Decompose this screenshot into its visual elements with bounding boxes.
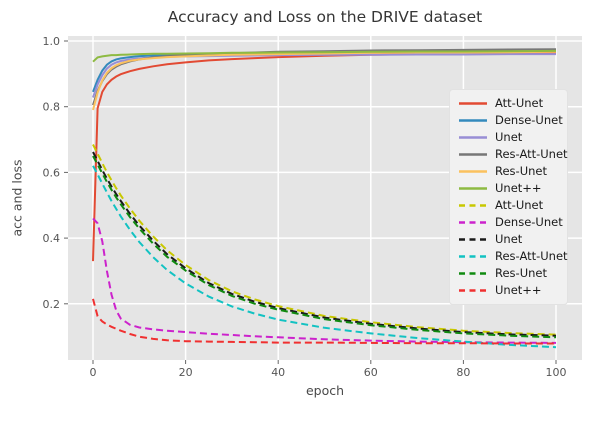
series-line-unetpp-accuracy	[92, 49, 557, 63]
legend-item-res-unet-accuracy: Res-Unet	[450, 163, 567, 180]
legend-item-unet-loss: Unet	[450, 231, 567, 248]
y-tick-label: 0.8	[43, 101, 61, 114]
series-line-unetpp-loss	[92, 298, 556, 345]
y-tick-label: 0.6	[43, 166, 61, 179]
legend-label: Att-Unet	[495, 96, 544, 110]
legend-line-sample	[459, 272, 487, 275]
x-axis-label: epoch	[305, 383, 345, 398]
legend-line-sample	[459, 289, 487, 292]
legend-item-att-unet-loss: Att-Unet	[450, 197, 567, 214]
legend-line-sample	[459, 119, 487, 122]
legend-label: Res-Att-Unet	[495, 249, 568, 263]
legend-label: Att-Unet	[495, 198, 544, 212]
x-tick-label: 80	[456, 366, 470, 379]
legend-label: Dense-Unet	[495, 215, 563, 229]
x-tick-label: 40	[271, 366, 285, 379]
legend-line-sample	[459, 238, 487, 241]
legend-label: Res-Unet	[495, 164, 547, 178]
series-line-unet-loss	[92, 151, 557, 337]
y-tick-label: 1.0	[43, 35, 61, 48]
legend-item-dense-unet-loss: Dense-Unet	[450, 214, 567, 231]
legend-line-sample	[459, 255, 487, 258]
chart-title: Accuracy and Loss on the DRIVE dataset	[167, 8, 483, 26]
series-line-dense-unet-loss	[92, 217, 557, 344]
legend-line-sample	[459, 187, 487, 190]
legend-line-sample	[459, 136, 487, 139]
y-axis-label: acc and loss	[9, 159, 25, 237]
x-tick-label: 100	[546, 366, 567, 379]
legend-item-dense-unet-accuracy: Dense-Unet	[450, 112, 567, 129]
x-tick-label: 0	[90, 366, 97, 379]
legend-item-att-unet-accuracy: Att-Unet	[450, 95, 567, 112]
legend-item-res-att-unet-loss: Res-Att-Unet	[450, 248, 568, 265]
series-line-att-unet-loss	[92, 144, 557, 336]
series-line-res-unet-loss	[92, 155, 557, 339]
legend-line-sample	[459, 221, 487, 224]
legend-label: Res-Att-Unet	[495, 147, 568, 161]
x-tick-label: 20	[179, 366, 193, 379]
legend-label: Unet	[495, 130, 523, 144]
legend-item-unetpp-loss: Unet++	[450, 282, 567, 299]
x-tick-label: 60	[364, 366, 378, 379]
legend-label: Res-Unet	[495, 266, 547, 280]
legend-label: Unet++	[495, 181, 542, 195]
legend-label: Dense-Unet	[495, 113, 563, 127]
legend: Att-Unet Dense-Unet Unet Res-Att-Unet Res-Un…	[449, 89, 568, 305]
legend-item-res-att-unet-accuracy: Res-Att-Unet	[450, 146, 568, 163]
legend-item-unetpp-accuracy: Unet++	[450, 180, 567, 197]
series-line-res-att-unet-loss	[92, 165, 557, 349]
y-tick-label: 0.2	[43, 298, 61, 311]
legend-line-sample	[459, 153, 487, 156]
legend-label: Unet++	[495, 283, 542, 297]
y-tick-label: 0.4	[43, 232, 61, 245]
legend-line-sample	[459, 204, 487, 207]
legend-line-sample	[459, 170, 487, 173]
legend-label: Unet	[495, 232, 523, 246]
legend-item-unet-accuracy: Unet	[450, 129, 567, 146]
legend-item-res-unet-loss: Res-Unet	[450, 265, 567, 282]
legend-line-sample	[459, 102, 487, 105]
